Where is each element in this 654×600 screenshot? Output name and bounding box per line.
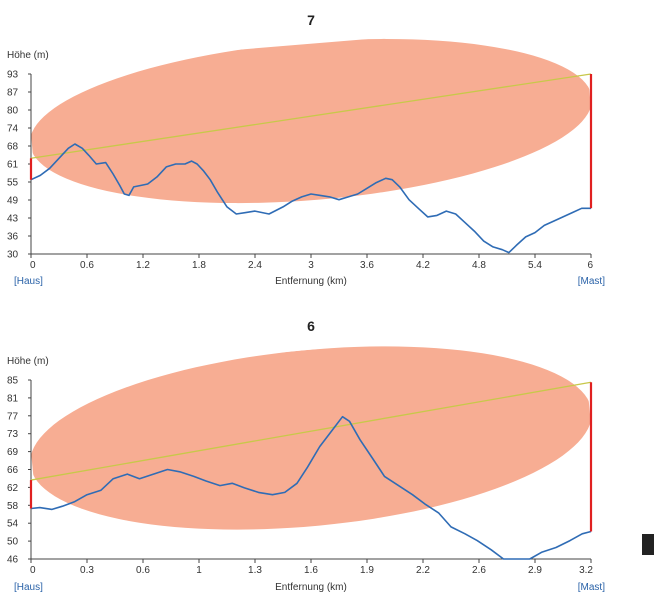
x-tick-label: 5.4 xyxy=(528,260,542,271)
end-label-mast[interactable]: [Mast] xyxy=(578,582,605,593)
y-tick-label: 49 xyxy=(7,196,19,207)
end-label-mast[interactable]: [Mast] xyxy=(578,276,605,287)
x-tick-label: 1.6 xyxy=(304,565,318,576)
x-tick-label: 2.6 xyxy=(472,565,486,576)
y-tick-label: 69 xyxy=(7,447,19,458)
line-of-sight xyxy=(30,73,592,159)
x-tick-label: 3.2 xyxy=(579,565,593,576)
x-tick-label: 4.8 xyxy=(472,260,486,271)
y-axis-label: Höhe (m) xyxy=(7,50,49,61)
y-tick-label: 36 xyxy=(7,232,19,243)
x-axis-label: Entfernung (km) xyxy=(275,582,347,593)
x-tick-label: 0 xyxy=(30,260,36,271)
x-tick-label: 4.2 xyxy=(416,260,430,271)
chart-2: 46 50 54 58 62 66 69 73 77 81 85 0 0.3 0.6 1 1.3 1.6 1.9 2… xyxy=(7,318,605,593)
chart-title: 6 xyxy=(307,318,315,334)
y-tick-label: 66 xyxy=(7,465,19,476)
terrain-profile-line xyxy=(30,415,592,560)
y-tick-label: 93 xyxy=(7,70,19,81)
x-tick-label: 1.9 xyxy=(360,565,374,576)
start-label-haus[interactable]: [Haus] xyxy=(14,276,43,287)
x-tick-label: 2.4 xyxy=(248,260,262,271)
y-tick-label: 80 xyxy=(7,106,19,117)
y-tick-label: 50 xyxy=(7,537,19,548)
fresnel-zone xyxy=(29,38,593,204)
y-tick-label: 54 xyxy=(7,519,19,530)
x-tick-label: 6 xyxy=(587,260,593,271)
x-tick-label: 1 xyxy=(196,565,202,576)
x-tick-label: 3.6 xyxy=(360,260,374,271)
x-tick-label: 0.6 xyxy=(136,565,150,576)
x-tick-label: 1.3 xyxy=(248,565,262,576)
x-tick-label: 2.9 xyxy=(528,565,542,576)
y-tick-label: 55 xyxy=(7,178,19,189)
x-tick-label: 3 xyxy=(308,260,314,271)
y-tick-label: 62 xyxy=(7,483,19,494)
y-axis-label: Höhe (m) xyxy=(7,356,49,367)
y-tick-label: 43 xyxy=(7,214,19,225)
edge-marker xyxy=(642,534,654,555)
x-axis-label: Entfernung (km) xyxy=(275,276,347,287)
line-of-sight xyxy=(30,381,592,481)
x-tick-label: 0 xyxy=(30,565,36,576)
chart-1: 30 36 43 49 55 61 68 74 80 87 93 0 0.6 1.2 1.8 2.4 3 3.6 4… xyxy=(7,12,605,287)
y-tick-label: 77 xyxy=(7,411,19,422)
terrain-profile-line xyxy=(30,143,591,254)
chart-title: 7 xyxy=(307,12,315,28)
y-tick-label: 61 xyxy=(7,160,19,171)
y-tick-label: 87 xyxy=(7,88,19,99)
x-tick-label: 1.2 xyxy=(136,260,150,271)
x-tick-label: 0.6 xyxy=(80,260,94,271)
x-tick-label: 2.2 xyxy=(416,565,430,576)
y-tick-label: 74 xyxy=(7,124,19,135)
y-tick-label: 81 xyxy=(7,393,19,404)
y-tick-label: 58 xyxy=(7,501,19,512)
y-tick-label: 73 xyxy=(7,429,19,440)
y-tick-label: 46 xyxy=(7,555,19,566)
y-tick-label: 68 xyxy=(7,142,19,153)
x-tick-label: 0.3 xyxy=(80,565,94,576)
start-label-haus[interactable]: [Haus] xyxy=(14,582,43,593)
y-tick-label: 30 xyxy=(7,250,19,261)
fresnel-zone xyxy=(30,346,592,530)
x-tick-label: 1.8 xyxy=(192,260,206,271)
y-tick-label: 85 xyxy=(7,376,19,387)
